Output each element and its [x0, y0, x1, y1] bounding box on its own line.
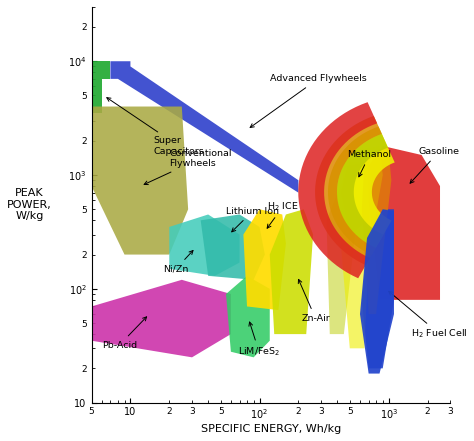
- Polygon shape: [341, 162, 373, 235]
- Text: Ni/Zn: Ni/Zn: [164, 250, 193, 273]
- Text: Conventional
Flywheels: Conventional Flywheels: [144, 149, 232, 185]
- Polygon shape: [243, 209, 286, 310]
- Polygon shape: [362, 209, 394, 368]
- Polygon shape: [270, 209, 313, 334]
- Polygon shape: [340, 146, 383, 348]
- Polygon shape: [110, 61, 299, 193]
- Polygon shape: [226, 276, 270, 357]
- Text: Super
Capacitors: Super Capacitors: [107, 97, 204, 156]
- X-axis label: SPECIFIC ENERGY, Wh/kg: SPECIFIC ENERGY, Wh/kg: [201, 424, 341, 434]
- Polygon shape: [328, 127, 388, 255]
- Text: H$_2$ ICE: H$_2$ ICE: [267, 200, 299, 228]
- Text: Pb-Acid: Pb-Acid: [102, 317, 146, 350]
- Polygon shape: [327, 162, 373, 334]
- Polygon shape: [91, 61, 110, 113]
- Text: LiM/FeS$_2$: LiM/FeS$_2$: [238, 322, 280, 358]
- Text: Lithium Ion: Lithium Ion: [226, 207, 279, 232]
- Polygon shape: [337, 134, 395, 248]
- Text: H$_2$ Fuel Cell: H$_2$ Fuel Cell: [389, 292, 468, 340]
- Polygon shape: [91, 280, 231, 357]
- Polygon shape: [169, 214, 239, 276]
- Polygon shape: [360, 209, 394, 374]
- Polygon shape: [91, 107, 188, 254]
- Polygon shape: [315, 116, 382, 265]
- Y-axis label: PEAK
POWER,
W/kg: PEAK POWER, W/kg: [7, 188, 52, 221]
- Text: Zn-Air: Zn-Air: [298, 280, 330, 323]
- Polygon shape: [298, 102, 377, 278]
- Text: Advanced Flywheels: Advanced Flywheels: [250, 75, 366, 127]
- Polygon shape: [369, 146, 440, 300]
- Text: Gasoline: Gasoline: [410, 147, 459, 183]
- Polygon shape: [362, 149, 392, 314]
- Text: Methanol: Methanol: [347, 150, 392, 177]
- Polygon shape: [201, 214, 265, 280]
